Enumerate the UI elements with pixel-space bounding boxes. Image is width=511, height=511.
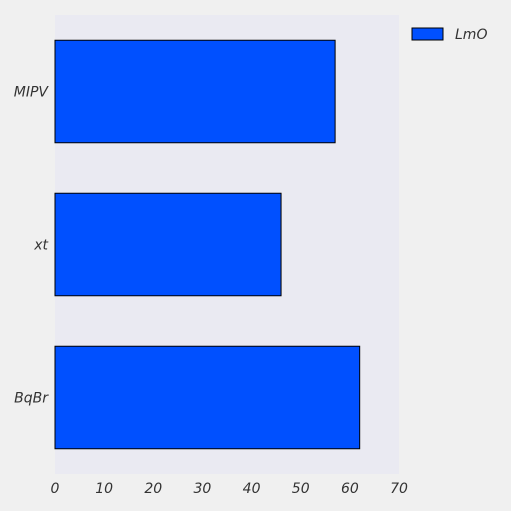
x-tick-label-50: 50 (292, 481, 310, 497)
x-tick-label-70: 70 (390, 481, 408, 497)
y-tick-label-BqBr: BqBr (14, 391, 49, 407)
y-tick-label-xt: xt (33, 238, 48, 254)
legend: LmO (411, 27, 487, 43)
legend-label: LmO (455, 27, 487, 43)
x-tick-label-60: 60 (341, 481, 359, 497)
bar-BqBr (54, 345, 361, 450)
y-tick-labels: MIPV xt BqBr (14, 85, 50, 407)
x-tick-label-20: 20 (144, 481, 162, 497)
y-tick-label-MIPV: MIPV (14, 85, 50, 101)
x-tick-label-40: 40 (243, 481, 261, 497)
x-tick-label-10: 10 (95, 481, 113, 497)
legend-swatch (411, 27, 444, 41)
bar-xt (54, 192, 282, 297)
bar-MIPV (54, 39, 336, 144)
bars-group (54, 39, 361, 450)
x-tick-labels: 0 10 20 30 40 50 60 70 (51, 481, 408, 497)
x-tick-label-0: 0 (51, 481, 60, 497)
x-tick-label-30: 30 (194, 481, 212, 497)
